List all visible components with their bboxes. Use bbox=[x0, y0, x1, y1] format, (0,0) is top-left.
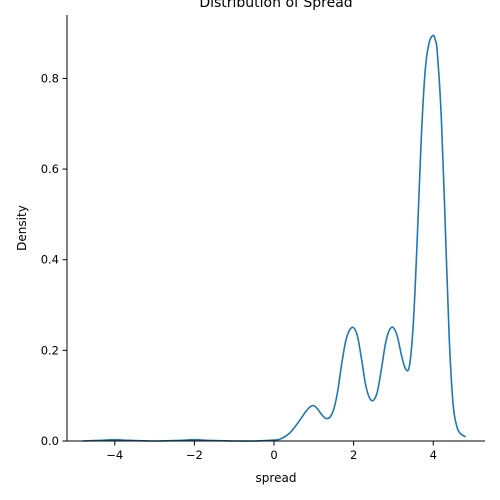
y-axis-ticks: 0.0 0.2 0.4 0.6 0.8 bbox=[41, 71, 67, 448]
y-axis-label: Density bbox=[15, 205, 29, 251]
x-tick-label: 2 bbox=[350, 448, 357, 462]
x-tick-label: 4 bbox=[430, 448, 437, 462]
chart-title: Distribution of Spread bbox=[199, 0, 352, 11]
y-tick-label: 0.2 bbox=[41, 343, 59, 357]
y-tick-label: 0.4 bbox=[41, 253, 59, 267]
y-tick-label: 0.0 bbox=[41, 434, 59, 448]
y-tick-label: 0.8 bbox=[41, 71, 59, 85]
x-tick-label: −2 bbox=[186, 448, 203, 462]
y-tick-label: 0.6 bbox=[41, 162, 59, 176]
x-tick-label: 0 bbox=[270, 448, 277, 462]
x-axis-label: spread bbox=[256, 471, 297, 485]
x-tick-label: −4 bbox=[106, 448, 123, 462]
density-curve bbox=[82, 34, 466, 442]
x-axis-ticks: −4 −2 0 2 4 bbox=[106, 441, 437, 462]
